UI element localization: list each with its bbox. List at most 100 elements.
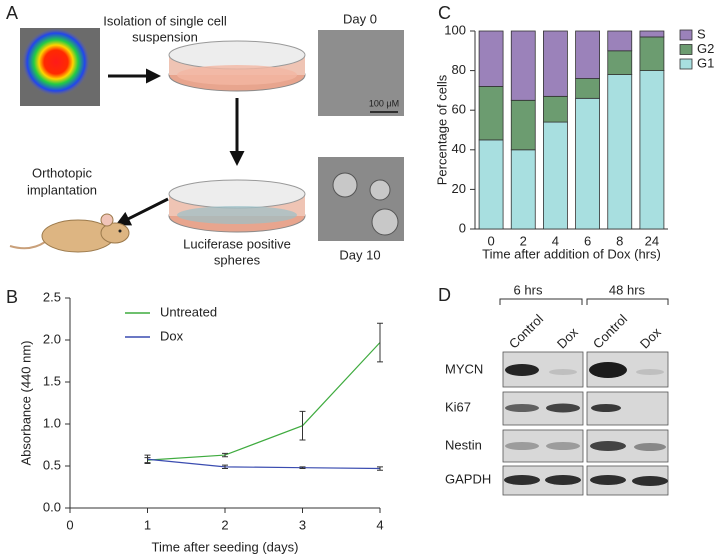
- petri-dish: [168, 179, 306, 233]
- bracket: [586, 298, 669, 305]
- bar-segment: [575, 78, 600, 99]
- x-tick-label: 0: [66, 517, 73, 532]
- y-tick-label: 20: [452, 181, 466, 196]
- scale-label: 100 μM: [369, 98, 399, 108]
- x-axis-title: Time after addition of Dox (hrs): [482, 246, 661, 261]
- petri-dish: [168, 40, 306, 92]
- diagram-label: Day 0: [343, 11, 377, 26]
- bar-segment: [510, 99, 536, 151]
- legend-label: Dox: [160, 328, 184, 343]
- bar-segment: [607, 74, 633, 230]
- lane-label: Control: [506, 311, 546, 351]
- y-tick-label: 80: [452, 62, 466, 77]
- bar-segment: [510, 149, 536, 230]
- y-tick-label: 0.0: [43, 499, 61, 514]
- lane-label: Dox: [554, 324, 581, 351]
- x-tick-label: 4: [552, 233, 559, 248]
- y-tick-label: 0: [459, 220, 466, 235]
- panel-label: C: [438, 3, 451, 23]
- lane-label: Control: [590, 311, 630, 351]
- legend-label: G1: [697, 55, 714, 70]
- blot-strip: [502, 429, 584, 463]
- diagram-label: spheres: [214, 252, 261, 267]
- lane-label: Dox: [637, 324, 664, 351]
- y-tick-label: 40: [452, 141, 466, 156]
- x-tick-label: 6: [584, 233, 591, 248]
- y-tick-label: 0.5: [43, 457, 61, 472]
- y-tick-label: 1.0: [43, 415, 61, 430]
- protein-label: Ki67: [445, 399, 471, 414]
- legend-label: G2: [697, 41, 714, 56]
- luminescence-signal: [22, 28, 90, 96]
- bar-segment: [478, 30, 504, 87]
- y-axis-title: Absorbance (440 nm): [18, 340, 33, 465]
- error-bar: [222, 464, 228, 470]
- error-bar: [299, 466, 306, 470]
- arrow: [115, 197, 169, 226]
- mouse: [9, 213, 130, 253]
- diagram-label: Isolation of single cell: [103, 13, 227, 28]
- data-line: [147, 458, 381, 470]
- diagram-label: suspension: [132, 29, 198, 44]
- legend-label: Untreated: [160, 304, 217, 319]
- panel-label: D: [438, 285, 451, 305]
- bands: [504, 362, 668, 486]
- bar-segment: [639, 36, 665, 71]
- x-tick-label: 4: [376, 517, 383, 532]
- legend-label: S: [697, 26, 706, 41]
- legend-swatch: [679, 29, 693, 41]
- legend-swatch: [679, 44, 693, 55]
- x-tick-label: 24: [645, 233, 659, 248]
- diagram: Isolation of single cell suspension Day …: [9, 11, 404, 267]
- bar-segment: [639, 30, 665, 38]
- bar-segment: [543, 121, 568, 230]
- bar-segment: [478, 86, 504, 141]
- sphere: [369, 179, 391, 201]
- y-tick-label: 60: [452, 102, 466, 117]
- sphere: [332, 172, 358, 198]
- x-tick-label: 2: [221, 517, 228, 532]
- diagram-label: Orthotopic: [32, 165, 92, 180]
- x-tick-label: 2: [520, 233, 527, 248]
- bar-segment: [543, 30, 568, 97]
- y-tick-label: 1.5: [43, 373, 61, 388]
- error-bar: [377, 466, 383, 471]
- micrograph: [318, 30, 404, 116]
- protein-label: GAPDH: [445, 471, 491, 486]
- timepoint-label: 48 hrs: [609, 282, 646, 297]
- bar-segment: [639, 70, 665, 230]
- western-blot: 6 hrs 48 hrs Control Dox Control Dox MYC…: [445, 282, 669, 496]
- panel-label: A: [6, 3, 18, 23]
- y-tick-label: 2.5: [43, 289, 61, 304]
- diagram-label: Day 10: [339, 247, 380, 262]
- x-tick-label: 0: [487, 233, 494, 248]
- x-tick-label: 8: [616, 233, 623, 248]
- bracket: [499, 298, 583, 305]
- bar-segment: [575, 30, 600, 79]
- bar-segment: [575, 97, 600, 230]
- protein-label: Nestin: [445, 437, 482, 452]
- x-tick-label: 3: [299, 517, 306, 532]
- bar-segment: [607, 50, 633, 75]
- error-bar: [377, 322, 383, 363]
- y-tick-label: 2.0: [43, 331, 61, 346]
- panel-label: B: [6, 287, 18, 307]
- blot-strip: [502, 351, 584, 388]
- bar-segment: [510, 30, 536, 101]
- bar-segment: [543, 95, 568, 123]
- diagram-label: implantation: [27, 182, 97, 197]
- legend-swatch: [679, 58, 693, 70]
- bar-segment: [478, 139, 504, 230]
- x-axis-title: Time after seeding (days): [152, 539, 299, 554]
- y-tick-label: 100: [444, 22, 466, 37]
- bar-segment: [607, 30, 633, 52]
- sphere: [371, 208, 399, 236]
- x-tick-label: 1: [144, 517, 151, 532]
- timepoint-label: 6 hrs: [514, 282, 543, 297]
- protein-label: MYCN: [445, 361, 483, 376]
- error-bar: [222, 452, 228, 458]
- diagram-label: Luciferase positive: [183, 236, 291, 251]
- error-bar: [299, 410, 306, 441]
- y-axis-title: Percentage of cells: [434, 74, 449, 185]
